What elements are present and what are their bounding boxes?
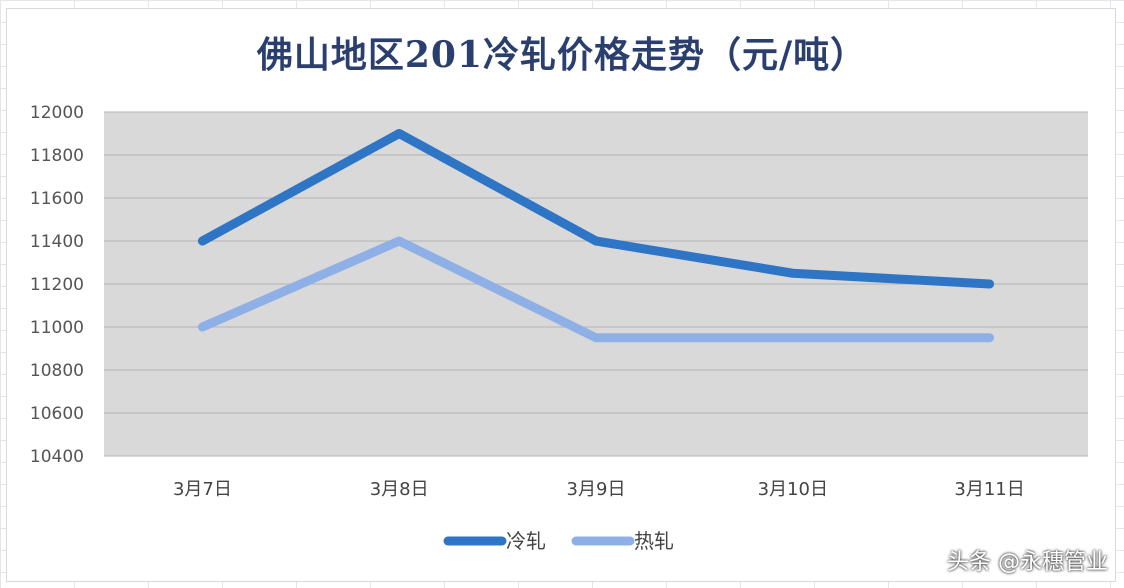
data-point[interactable] <box>398 132 401 135</box>
legend: 冷轧 热轧 <box>443 529 674 553</box>
y-tick-label: 11600 <box>30 189 84 209</box>
data-point[interactable] <box>398 240 401 242</box>
legend-label: 冷轧 <box>506 529 546 553</box>
data-point[interactable] <box>595 336 597 339</box>
y-axis-labels: 12000 11800 11600 11400 11200 11000 10800 10600… <box>30 103 84 467</box>
data-point[interactable] <box>595 240 597 242</box>
watermark: 头条 @永穗管业 <box>947 550 1108 575</box>
x-tick-label: 3月10日 <box>758 479 828 500</box>
y-tick-label: 10600 <box>30 404 84 424</box>
data-point[interactable] <box>791 272 794 275</box>
y-tick-label: 10800 <box>30 361 84 381</box>
x-axis-labels: 3月7日 3月8日 3月9日 3月10日 3月11日 <box>173 479 1025 500</box>
y-tick-label: 11400 <box>30 232 84 252</box>
data-point[interactable] <box>988 283 991 285</box>
y-tick-label: 11200 <box>30 275 84 295</box>
y-tick-label: 12000 <box>30 103 84 123</box>
y-tick-label: 11800 <box>30 146 84 166</box>
y-tick-label: 10400 <box>30 447 84 467</box>
chart-title: 佛山地区201冷轧价格走势（元/吨） <box>256 34 868 76</box>
y-tick-label: 11000 <box>30 318 84 338</box>
data-point[interactable] <box>988 336 991 339</box>
series-lines <box>197 129 995 343</box>
data-point[interactable] <box>791 336 794 339</box>
data-point[interactable] <box>201 326 204 328</box>
x-tick-label: 3月7日 <box>173 479 232 500</box>
x-tick-label: 3月8日 <box>370 479 429 500</box>
x-tick-label: 3月9日 <box>567 479 626 500</box>
legend-label: 热轧 <box>634 529 674 553</box>
data-point[interactable] <box>201 240 204 242</box>
x-tick-label: 3月11日 <box>954 479 1024 500</box>
